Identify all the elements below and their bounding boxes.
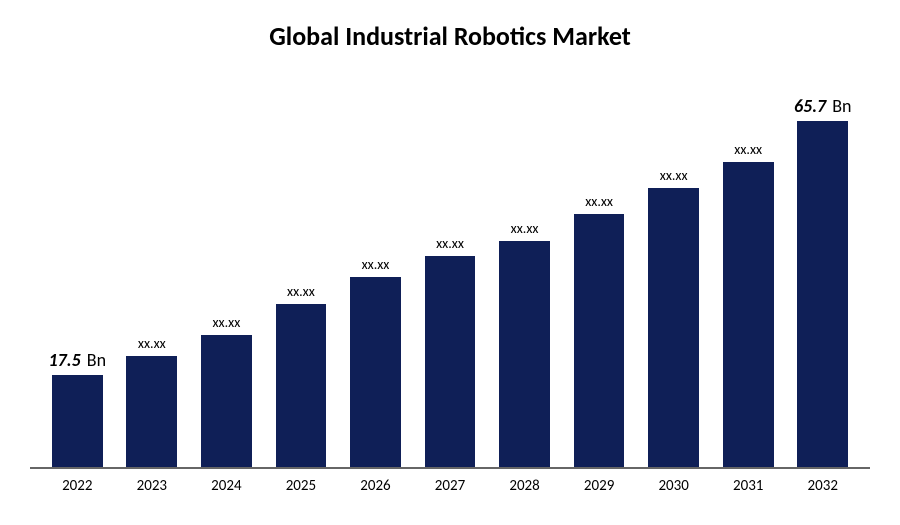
x-axis-tick: 2031 [711,477,786,495]
chart-title: Global Industrial Robotics Market [30,20,870,52]
bar-group: 65.7 Bn [785,72,860,467]
bar-group: 17.5 Bn [40,72,115,467]
bar-value-label: xx.xx [287,283,315,300]
x-axis-tick: 2022 [40,477,115,495]
bar-value-label: xx.xx [734,141,762,158]
bar [201,335,252,467]
x-axis-tick: 2023 [115,477,190,495]
x-axis-tick: 2030 [636,477,711,495]
bar [350,277,401,467]
bar-group: xx.xx [338,72,413,467]
bar-value-label: xx.xx [436,235,464,252]
bar [425,256,476,467]
bar [52,375,103,467]
x-axis: 2022202320242025202620272028202920302031… [30,477,870,495]
bar-group: xx.xx [115,72,190,467]
bar-group: xx.xx [189,72,264,467]
bar [126,356,177,467]
bar [797,121,848,467]
bar-value-label: 65.7 Bn [794,95,852,117]
bar-group: xx.xx [711,72,786,467]
x-axis-tick: 2024 [189,477,264,495]
x-axis-tick: 2032 [785,477,860,495]
bar-group: xx.xx [487,72,562,467]
bar-value-label: xx.xx [138,335,166,352]
bar [276,304,327,467]
x-axis-tick: 2026 [338,477,413,495]
bar [723,162,774,467]
x-axis-tick: 2028 [487,477,562,495]
bar-group: xx.xx [264,72,339,467]
x-axis-tick: 2027 [413,477,488,495]
x-axis-tick: 2025 [264,477,339,495]
bar-value-label: xx.xx [362,256,390,273]
bar-group: xx.xx [562,72,637,467]
bar-value-label: 17.5 Bn [49,349,107,371]
bar-value-label: xx.xx [511,220,539,237]
bar [574,214,625,467]
bar [499,241,550,467]
x-axis-tick: 2029 [562,477,637,495]
chart-container: Global Industrial Robotics Market 17.5 B… [0,0,900,525]
bar-value-label: xx.xx [585,193,613,210]
bar-group: xx.xx [636,72,711,467]
bar-group: xx.xx [413,72,488,467]
bar [648,188,699,467]
bar-value-label: xx.xx [660,167,688,184]
plot-area: 17.5 Bn xx.xx xx.xx xx.xx xx.xx xx.xx xx.xx xx.… [30,72,870,469]
bar-value-label: xx.xx [212,314,240,331]
